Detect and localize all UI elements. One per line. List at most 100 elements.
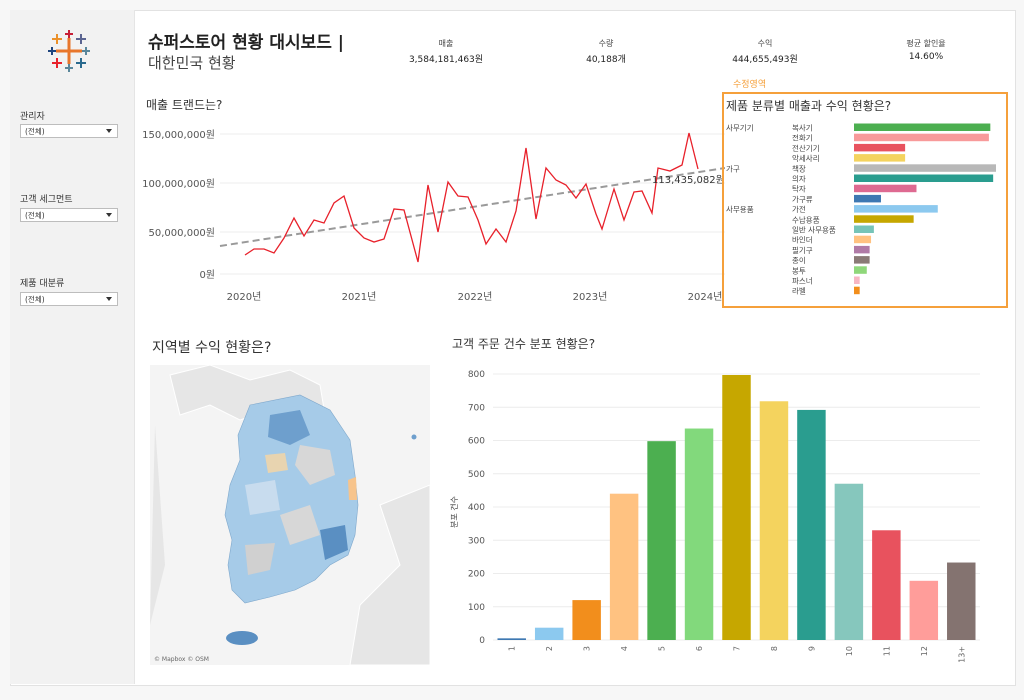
y-tick-label: 0: [479, 636, 485, 646]
category-bar[interactable]: [854, 154, 906, 162]
category-bar[interactable]: [854, 215, 914, 223]
kpi-value: 40,188개: [586, 55, 626, 65]
category-group-label: 가구: [726, 164, 740, 173]
filter-sidebar: [10, 10, 135, 684]
japan-shape: [349, 484, 430, 665]
y-tick-label: 400: [468, 503, 485, 513]
y-tick-label: 0원: [199, 269, 215, 281]
jeju-island: [226, 631, 258, 645]
category-bar[interactable]: [854, 184, 917, 193]
category-item-label: 복사기: [792, 124, 813, 133]
category-item-label: 라벨: [792, 287, 806, 296]
region-shape: [245, 480, 280, 515]
category-filter-value: (전체): [25, 295, 45, 304]
order-count-bar[interactable]: [834, 483, 864, 640]
category-group-label: 사무기기: [726, 124, 754, 133]
order-count-bar[interactable]: [497, 638, 526, 640]
category-item-label: 악세사리: [792, 153, 820, 163]
y-tick-label: 500: [468, 470, 485, 480]
sales-trend-title: 매출 트랜드는?: [146, 98, 223, 112]
kpi-quantity: 수량 40,188개: [546, 38, 666, 65]
x-tick-label: 2023년: [573, 291, 608, 303]
order-count-bar[interactable]: [684, 428, 714, 640]
x-tick-label: 6: [695, 646, 704, 651]
y-axis-label: 분포 건수: [449, 496, 459, 528]
category-bar[interactable]: [854, 276, 860, 285]
kpi-value: 444,655,493원: [732, 55, 798, 65]
category-bar[interactable]: [854, 133, 989, 142]
kpi-value: 3,584,181,463원: [408, 55, 484, 65]
order-count-bar[interactable]: [722, 374, 751, 640]
x-tick-label: 2: [545, 646, 554, 651]
x-tick-label: 2020년: [227, 291, 262, 303]
category-bar[interactable]: [854, 245, 870, 254]
category-bar[interactable]: [854, 286, 860, 295]
category-item-label: 전화기: [792, 133, 813, 143]
x-tick-label: 11: [882, 646, 891, 656]
x-tick-label: 13+: [957, 646, 966, 663]
category-bar[interactable]: [854, 235, 872, 244]
dashboard-subtitle: 대한민국 현황: [148, 54, 236, 72]
order-count-bar[interactable]: [647, 441, 676, 640]
map-section-title: 지역별 수익 현황은?: [152, 340, 272, 356]
ulleungdo-island: [411, 434, 417, 440]
order-count-bar[interactable]: [797, 409, 826, 640]
segment-filter-select[interactable]: (전체): [20, 208, 118, 222]
category-bar[interactable]: [854, 266, 867, 274]
korea-region-map[interactable]: © Mapbox © OSM: [150, 365, 430, 665]
region-shape: [320, 525, 348, 560]
region-shape: [265, 453, 288, 473]
category-item-label: 파스너: [792, 276, 813, 286]
map-credit: © Mapbox © OSM: [154, 656, 209, 663]
category-item-label: 가전: [792, 204, 806, 214]
category-item-label: 책장: [792, 163, 806, 173]
filter-label-manager: 관리자: [20, 112, 45, 122]
kpi-label: 매출: [438, 39, 454, 48]
category-bar[interactable]: [854, 225, 874, 234]
order-count-bar[interactable]: [759, 401, 789, 640]
order-count-bar[interactable]: [609, 493, 639, 640]
order-count-bar[interactable]: [572, 600, 601, 640]
category-item-label: 필기구: [792, 245, 813, 255]
category-bar[interactable]: [854, 123, 991, 132]
y-tick-label: 100,000,000원: [142, 178, 215, 190]
chevron-down-icon: [106, 297, 112, 301]
order-count-bar[interactable]: [909, 580, 939, 640]
category-section-title: 제품 분류별 매출과 수익 현황은?: [726, 99, 892, 113]
category-bar[interactable]: [854, 174, 994, 183]
tableau-logo-icon: [48, 30, 90, 72]
category-bar[interactable]: [854, 205, 938, 213]
order-count-bar[interactable]: [534, 627, 564, 640]
sales-trend-chart[interactable]: 150,000,000원 100,000,000원 50,000,000원 0원…: [140, 112, 725, 312]
region-shape: [268, 410, 310, 445]
region-shape: [348, 477, 357, 500]
trend-annotation: 113,435,082원: [652, 174, 725, 186]
category-bar[interactable]: [854, 256, 870, 264]
category-filter-select[interactable]: (전체): [20, 292, 118, 306]
x-tick-label: 5: [658, 646, 667, 651]
kpi-label: 수량: [598, 39, 614, 48]
y-tick-label: 100: [468, 603, 485, 613]
y-tick-label: 50,000,000원: [149, 227, 215, 239]
x-tick-label: 8: [770, 646, 779, 651]
order-count-bar[interactable]: [872, 530, 901, 640]
category-bar[interactable]: [854, 164, 996, 172]
category-item-label: 종이: [792, 255, 806, 265]
chevron-down-icon: [106, 129, 112, 133]
filter-label-category: 제품 대분류: [20, 279, 65, 289]
manager-filter-select[interactable]: (전체): [20, 124, 118, 138]
y-tick-label: 300: [468, 536, 485, 546]
y-tick-label: 800: [468, 370, 485, 380]
kpi-label: 수익: [757, 39, 773, 48]
category-bar[interactable]: [854, 194, 881, 203]
x-tick-label: 2024년: [688, 291, 723, 303]
category-item-label: 가구류: [792, 195, 813, 204]
sales-line: [244, 132, 699, 263]
order-count-bar[interactable]: [947, 562, 976, 640]
category-bar[interactable]: [854, 143, 906, 152]
order-distribution-title: 고객 주문 건수 분포 현황은?: [452, 337, 596, 351]
x-tick-label: 2021년: [342, 291, 377, 303]
x-tick-label: 7: [733, 646, 742, 651]
